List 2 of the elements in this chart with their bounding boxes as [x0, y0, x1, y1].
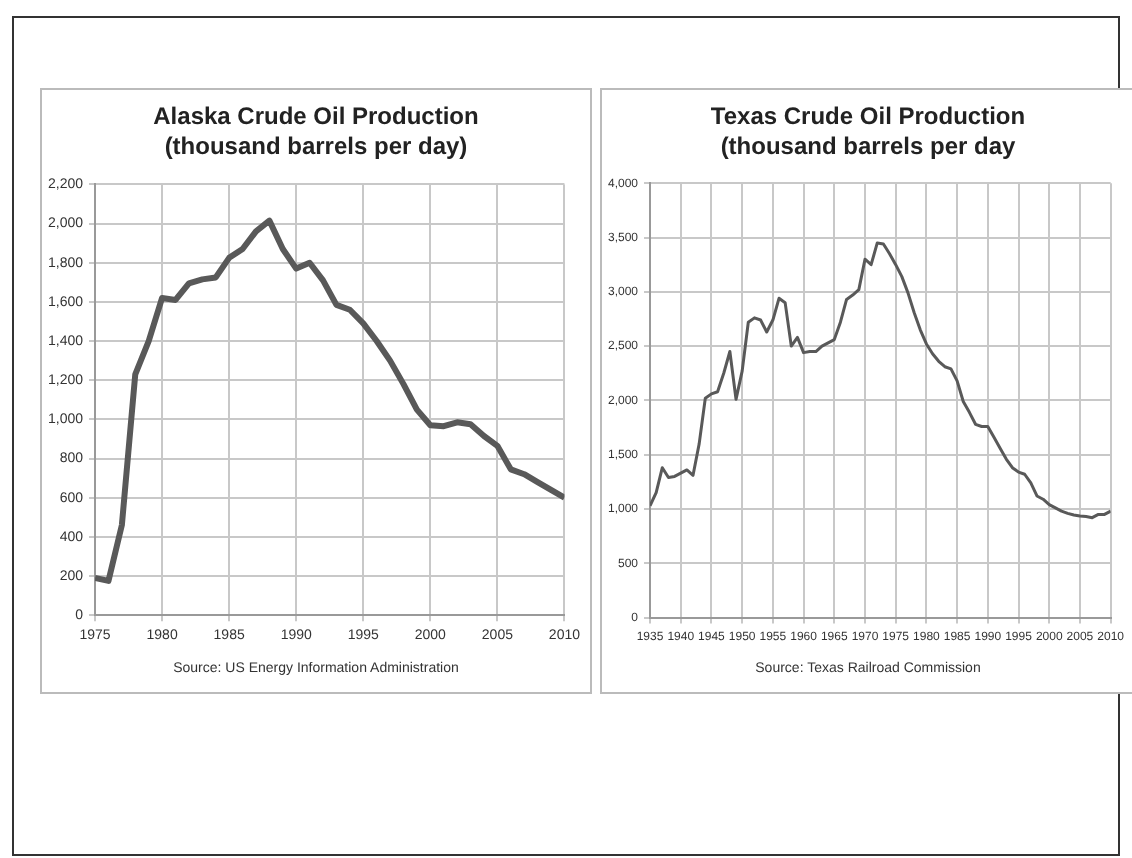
chart-title: Alaska Crude Oil Production (thousand barrels per day)	[151, 102, 481, 162]
chart-title: Texas Crude Oil Production (thousand barrels per day	[708, 102, 1028, 162]
